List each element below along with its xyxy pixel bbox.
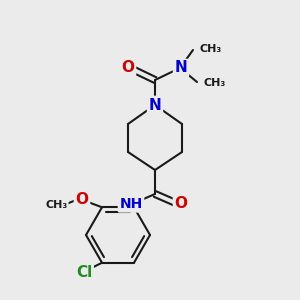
Text: CH₃: CH₃ (46, 200, 68, 210)
Text: NH: NH (119, 197, 142, 211)
Text: O: O (76, 192, 88, 207)
Text: CH₃: CH₃ (203, 78, 225, 88)
Text: N: N (175, 61, 188, 76)
Text: CH₃: CH₃ (199, 44, 221, 54)
Text: Cl: Cl (76, 265, 92, 280)
Text: N: N (148, 98, 161, 112)
Text: O: O (175, 196, 188, 211)
Text: O: O (122, 59, 134, 74)
